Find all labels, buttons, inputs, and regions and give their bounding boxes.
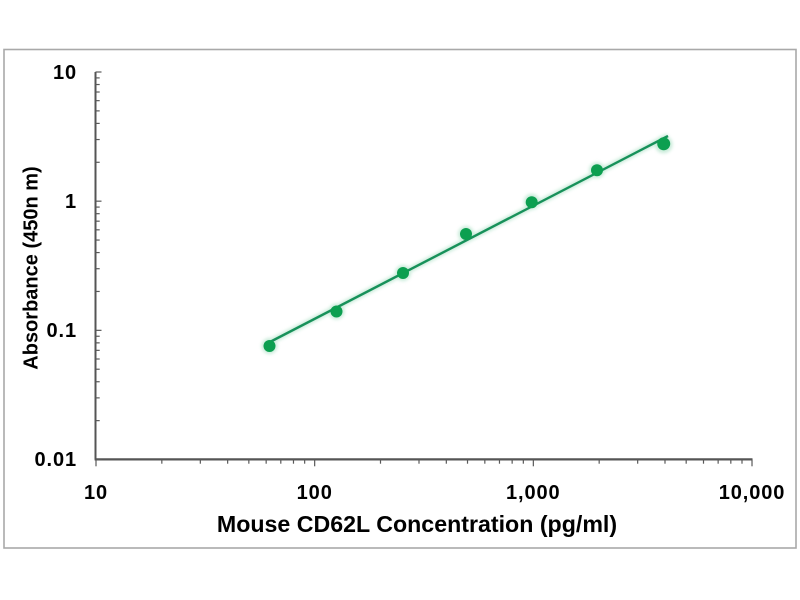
svg-text:0.01: 0.01	[34, 449, 77, 471]
svg-text:Absorbance (450n m): Absorbance (450n m)	[21, 166, 43, 369]
svg-text:Mouse CD62L Concentration (pg/: Mouse CD62L Concentration (pg/ml)	[217, 511, 617, 537]
svg-text:10,000: 10,000	[719, 482, 786, 504]
svg-text:1,000: 1,000	[506, 482, 561, 504]
svg-text:10: 10	[53, 62, 77, 84]
svg-text:10: 10	[84, 482, 108, 504]
svg-text:0.1: 0.1	[46, 320, 77, 342]
svg-text:100: 100	[297, 482, 333, 504]
svg-text:1: 1	[65, 191, 77, 213]
